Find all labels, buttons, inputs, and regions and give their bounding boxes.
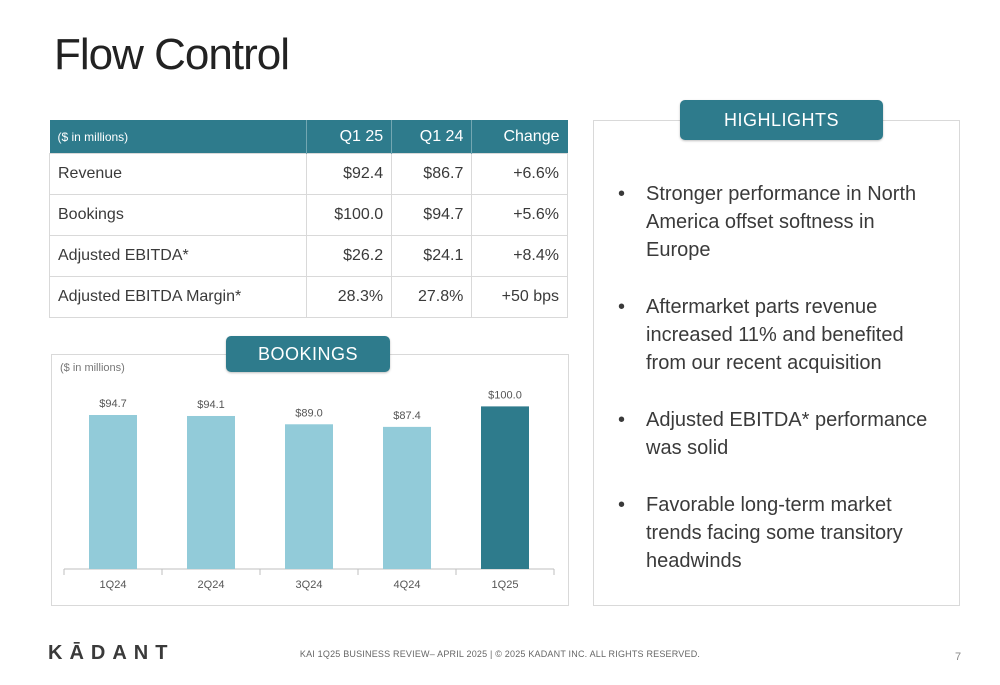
list-item: • Stronger performance in North America o… <box>618 180 938 264</box>
table-header-row: ($ in millions) Q1 25 Q1 24 Change <box>50 120 568 154</box>
data-label: $89.0 <box>295 407 323 419</box>
x-tick-label: 1Q25 <box>492 579 519 591</box>
table-cell: +5.6% <box>472 195 568 236</box>
table-cell: Adjusted EBITDA Margin* <box>50 277 307 318</box>
table-cell: Adjusted EBITDA* <box>50 236 307 277</box>
chart-unit-note: ($ in millions) <box>60 362 125 374</box>
chart-bar <box>89 415 137 569</box>
data-label: $94.7 <box>99 398 127 410</box>
table-cell: $100.0 <box>307 195 392 236</box>
table-header-cell: Q1 25 <box>307 120 392 154</box>
highlights-list: • Stronger performance in North America o… <box>618 180 938 604</box>
financial-summary-table: ($ in millions) Q1 25 Q1 24 Change Reven… <box>49 120 568 318</box>
table-cell: 27.8% <box>392 277 472 318</box>
table-cell: +8.4% <box>472 236 568 277</box>
x-tick-label: 3Q24 <box>296 579 323 591</box>
table-row: Bookings $100.0 $94.7 +5.6% <box>50 195 568 236</box>
data-label: $87.4 <box>393 410 421 422</box>
table-cell: $26.2 <box>307 236 392 277</box>
page-title: Flow Control <box>54 30 289 80</box>
table-cell: $86.7 <box>392 154 472 195</box>
table-cell: 28.3% <box>307 277 392 318</box>
footer-text: KAI 1Q25 BUSINESS REVIEW– APRIL 2025 | ©… <box>0 649 1000 659</box>
table-row: Revenue $92.4 $86.7 +6.6% <box>50 154 568 195</box>
table-row: Adjusted EBITDA* $26.2 $24.1 +8.4% <box>50 236 568 277</box>
highlight-text: Stronger performance in North America of… <box>646 183 916 261</box>
highlights-label: HIGHLIGHTS <box>680 100 883 140</box>
table-cell: $24.1 <box>392 236 472 277</box>
table-cell: +50 bps <box>472 277 568 318</box>
x-tick-label: 4Q24 <box>394 579 421 591</box>
data-label: $94.1 <box>197 399 225 411</box>
page-number: 7 <box>955 651 961 663</box>
table-cell: Bookings <box>50 195 307 236</box>
bullet-icon: • <box>618 180 625 208</box>
list-item: • Favorable long-term market trends facin… <box>618 491 938 575</box>
table-cell: +6.6% <box>472 154 568 195</box>
bullet-icon: • <box>618 491 625 519</box>
data-label: $100.0 <box>488 389 522 401</box>
chart-bar <box>383 427 431 569</box>
highlight-text: Favorable long-term market trends facing… <box>646 494 903 572</box>
bullet-icon: • <box>618 293 625 321</box>
chart-bar <box>481 406 529 569</box>
x-tick-label: 2Q24 <box>198 579 225 591</box>
bookings-label: BOOKINGS <box>226 336 390 372</box>
x-tick-label: 1Q24 <box>100 579 127 591</box>
table-cell: $94.7 <box>392 195 472 236</box>
list-item: • Aftermarket parts revenue increased 11%… <box>618 293 938 377</box>
table-header-cell: Change <box>472 120 568 154</box>
chart-bar <box>187 416 235 569</box>
highlight-text: Adjusted EBITDA* performance was solid <box>646 409 927 459</box>
bullet-icon: • <box>618 406 625 434</box>
highlight-text: Aftermarket parts revenue increased 11% … <box>646 296 904 374</box>
list-item: • Adjusted EBITDA* performance was solid <box>618 406 938 462</box>
table-header-cell: ($ in millions) <box>50 120 307 154</box>
table-header-cell: Q1 24 <box>392 120 472 154</box>
chart-bar <box>285 424 333 569</box>
bookings-bar-chart: ($ in millions) $94.7 1Q24 $94.1 2Q24 $89.0 3Q… <box>51 354 567 604</box>
table-row: Adjusted EBITDA Margin* 28.3% 27.8% +50 … <box>50 277 568 318</box>
table-cell: Revenue <box>50 154 307 195</box>
table-cell: $92.4 <box>307 154 392 195</box>
